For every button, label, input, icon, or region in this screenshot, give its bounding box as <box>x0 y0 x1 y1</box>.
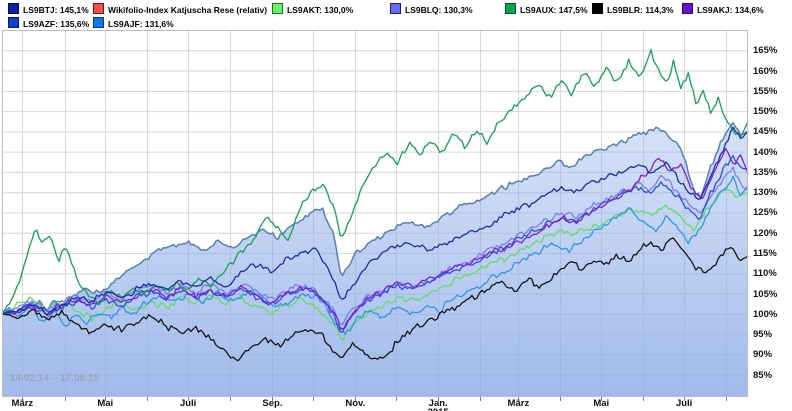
x-axis-tick-sublabel: 2015 <box>428 408 449 411</box>
y-axis-tick-label: 100% <box>753 308 778 320</box>
legend-item-label: LS9AJF: 131,6% <box>108 19 174 29</box>
x-axis-tick-label: Sep. <box>262 398 283 409</box>
legend: LS9BTJ: 145,1% Wikifolio-Index Katjuscha … <box>0 0 792 30</box>
y-axis-tick-label: 165% <box>753 45 778 57</box>
legend-item-label: LS9AKJ: 134,6% <box>697 5 764 15</box>
y-axis-tick-label: 105% <box>753 288 778 300</box>
legend-swatch-icon <box>8 3 19 14</box>
date-range-label: 14.02.14 – 17.08.15 <box>10 373 99 384</box>
legend-item-label: LS9AKT: 130,0% <box>287 5 354 15</box>
legend-item-LS9AKT[interactable]: LS9AKT: 130,0% <box>272 3 353 16</box>
y-axis-tick-label: 95% <box>753 329 773 341</box>
legend-swatch-icon <box>505 3 516 14</box>
legend-item-label: LS9AUX: 147,5% <box>520 5 588 15</box>
x-axis-tick-label: Juli <box>675 398 693 409</box>
legend-swatch-icon <box>93 3 104 14</box>
y-axis-tick-label: 115% <box>753 248 777 260</box>
y-axis-tick-label: 120% <box>753 227 778 239</box>
legend-item-label: LS9BLR: 114,3% <box>607 5 674 15</box>
series-line-LS9BLQ <box>1 166 749 326</box>
y-axis-tick-label: 150% <box>753 106 778 118</box>
series-line-LS9AUX <box>1 48 749 315</box>
series-line-LS9AKJ <box>1 147 749 330</box>
x-axis-tick-label: Mai <box>593 398 610 409</box>
series-line-LS9AKT <box>1 186 749 341</box>
series-line-LS9AZF <box>1 154 749 333</box>
y-axis-tick-label: 130% <box>753 187 778 199</box>
y-axis-tick-label: 90% <box>753 349 773 361</box>
legend-swatch-icon <box>8 17 19 28</box>
legend-item-LS9BTJ[interactable]: LS9BTJ: 145,1% <box>8 3 89 16</box>
y-axis-tick-label: 135% <box>753 166 778 178</box>
y-axis-tick-label: 140% <box>753 146 778 158</box>
legend-item-LS9BLQ[interactable]: LS9BLQ: 130,3% <box>390 3 473 16</box>
series-line-LS9BLR <box>1 237 749 362</box>
x-axis-tick-label: Nov. <box>345 398 366 409</box>
legend-item-label: Wikifolio-Index Katjuscha Rese (relativ) <box>108 5 268 15</box>
y-axis-tick-label: 145% <box>753 126 778 138</box>
plot-border <box>2 30 748 397</box>
legend-item-WIKIFOLIO[interactable]: Wikifolio-Index Katjuscha Rese (relativ) <box>93 3 267 16</box>
legend-item-LS9AKJ[interactable]: LS9AKJ: 134,6% <box>682 3 764 16</box>
legend-item-label: LS9BLQ: 130,3% <box>405 5 473 15</box>
y-axis-tick-label: 125% <box>753 207 778 219</box>
legend-item-label: LS9BTJ: 145,1% <box>23 5 89 15</box>
series-line-WIKIFOLIO <box>1 121 749 315</box>
legend-swatch-icon <box>272 3 283 14</box>
legend-swatch-icon <box>592 3 603 14</box>
y-axis-tick-label: 110% <box>753 268 777 280</box>
legend-item-LS9AUX[interactable]: LS9AUX: 147,5% <box>505 3 588 16</box>
legend-swatch-icon <box>682 3 693 14</box>
x-axis-tick-label: März <box>507 398 530 409</box>
x-axis-tick-label: Juli <box>179 398 197 409</box>
legend-item-LS9BLR[interactable]: LS9BLR: 114,3% <box>592 3 674 16</box>
legend-swatch-icon <box>93 17 104 28</box>
series-line-LS9BTJ <box>1 126 749 316</box>
y-axis-tick-label: 85% <box>753 369 773 381</box>
legend-item-label: LS9AZF: 135,6% <box>23 19 90 29</box>
x-axis-tick-label: März <box>11 398 34 409</box>
x-axis-tick-label: Mai <box>97 398 114 409</box>
legend-item-LS9AJF[interactable]: LS9AJF: 131,6% <box>93 17 174 30</box>
legend-swatch-icon <box>390 3 401 14</box>
legend-item-LS9AZF[interactable]: LS9AZF: 135,6% <box>8 17 89 30</box>
series-line-LS9AJF <box>1 175 749 336</box>
x-axis-tick-label: Jan.2015 <box>428 399 449 411</box>
y-axis-tick-label: 155% <box>753 85 778 97</box>
y-axis-tick-label: 160% <box>753 65 778 77</box>
